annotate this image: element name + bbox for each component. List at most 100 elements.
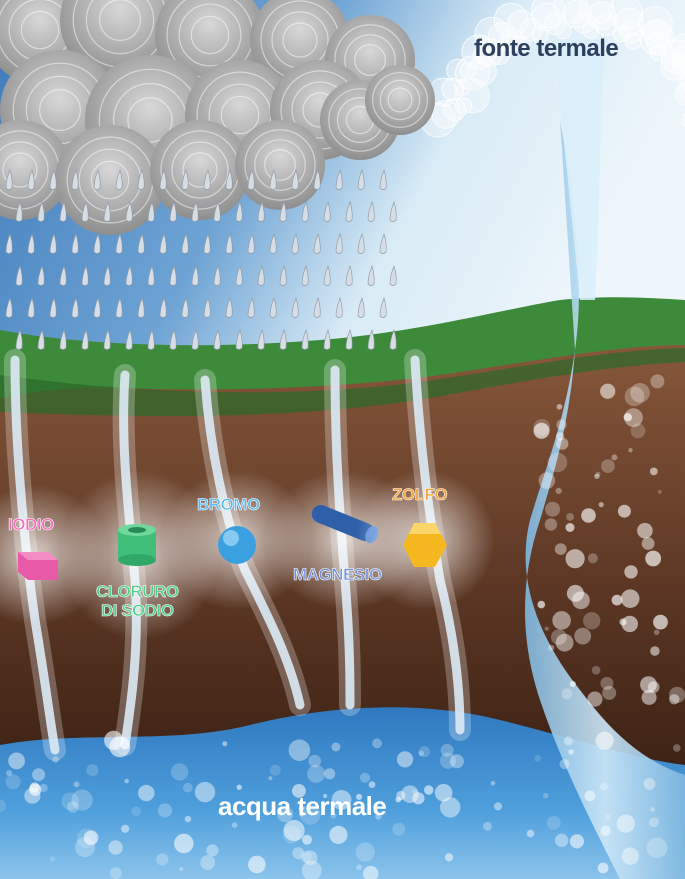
water-bubble	[355, 842, 375, 862]
rain-drop	[125, 329, 133, 350]
rain-drop	[137, 169, 145, 190]
spring-bubble	[617, 504, 631, 518]
cloud-swirl	[90, 160, 130, 200]
rain-drop	[335, 233, 343, 254]
rain-drop	[59, 265, 67, 286]
water-bubble	[86, 764, 99, 777]
cloud-swirl	[264, 149, 296, 181]
water-bubble	[372, 738, 382, 749]
rain-drop	[37, 201, 45, 222]
rain-clouds	[0, 0, 435, 235]
cloud-swirl	[220, 95, 260, 135]
water-bubble	[444, 853, 454, 862]
cloud-swirl	[387, 87, 413, 113]
rain-drop	[81, 329, 89, 350]
cloud-puff	[0, 120, 70, 220]
rain-drop	[191, 329, 199, 350]
spring-bubble	[533, 422, 550, 439]
rain-drop	[93, 169, 101, 190]
water-bubble	[124, 778, 129, 784]
rain-drop	[49, 297, 57, 318]
spring-bubble	[594, 13, 618, 37]
water-bubble	[646, 837, 668, 859]
rain-drop	[323, 329, 331, 350]
rain-drop	[125, 265, 133, 286]
spring-bubble	[595, 731, 614, 750]
spring-bubble	[673, 744, 681, 752]
spring-bubble	[630, 423, 646, 439]
water-bubble	[157, 803, 173, 818]
water-bubble	[323, 793, 328, 799]
cloud-swirl	[282, 22, 318, 58]
water-bubble	[200, 855, 216, 870]
rain-drop	[137, 233, 145, 254]
spring-bubble	[594, 473, 600, 479]
rain-drop	[301, 265, 309, 286]
rain-drop	[389, 201, 397, 222]
rain-drop	[15, 329, 23, 350]
water-bubble	[418, 750, 425, 757]
water-bubble	[439, 752, 457, 769]
cloud-swirl	[190, 15, 230, 55]
cloud-swirl	[354, 44, 386, 76]
mineral-bromo: BROMO	[162, 470, 312, 610]
spring-bubble	[544, 518, 558, 531]
rain-drop	[213, 265, 221, 286]
cloud-swirl	[85, 0, 155, 55]
spring-bubble	[611, 594, 623, 606]
spring-bubble	[650, 374, 665, 389]
spring-bubble	[677, 74, 685, 100]
rain-drop	[367, 265, 375, 286]
water-bubble	[643, 778, 656, 790]
water-bubble	[375, 813, 382, 820]
rain-drop	[181, 297, 189, 318]
water-bubble	[32, 768, 46, 782]
rain-drop	[357, 233, 365, 254]
spring-bubble	[547, 452, 568, 473]
rain-drop	[389, 265, 397, 286]
water-bubble	[329, 825, 348, 845]
water-bubble	[67, 801, 79, 813]
rain-drop	[71, 233, 79, 254]
water-bubble	[490, 780, 496, 786]
rain-drop	[279, 329, 287, 350]
water-bubble	[424, 785, 434, 795]
water-bubble	[248, 855, 266, 874]
water-bubble	[356, 793, 363, 801]
rain-drop	[269, 169, 277, 190]
spring-bubble	[574, 627, 592, 645]
rain-drop	[213, 201, 221, 222]
mineral-label-magnesio: MAGNESIO	[293, 565, 382, 584]
spring-bubble	[653, 629, 660, 636]
rain-drop	[103, 201, 111, 222]
spring-bubble	[537, 600, 546, 609]
rain-drop	[257, 201, 265, 222]
water-bubble	[71, 789, 93, 811]
water-bubble	[605, 813, 611, 820]
spring-bubble	[493, 2, 529, 38]
mineral-label-iodio: IODIO	[8, 515, 54, 534]
rain-drop	[203, 297, 211, 318]
rain-drop	[191, 201, 199, 222]
rain-drop	[291, 233, 299, 254]
rain-drop	[269, 297, 277, 318]
cloud-puff	[235, 120, 325, 210]
rain-drop	[137, 297, 145, 318]
spring-bubble	[620, 589, 640, 608]
spring-bubble	[669, 686, 685, 703]
water-bubble	[182, 782, 193, 793]
rain-drop	[147, 201, 155, 222]
rain-drop	[5, 297, 13, 318]
rain-drop	[103, 329, 111, 350]
spring-bubble	[556, 404, 563, 410]
grass-shade	[0, 348, 685, 417]
rain-drop	[37, 265, 45, 286]
water-bubble	[396, 751, 414, 768]
water-bubble	[597, 862, 609, 874]
spring-bubble	[513, 35, 531, 53]
water-bubble	[303, 850, 318, 866]
water-bubble	[6, 770, 13, 777]
rain-drop	[345, 265, 353, 286]
water-bubble	[5, 774, 21, 790]
